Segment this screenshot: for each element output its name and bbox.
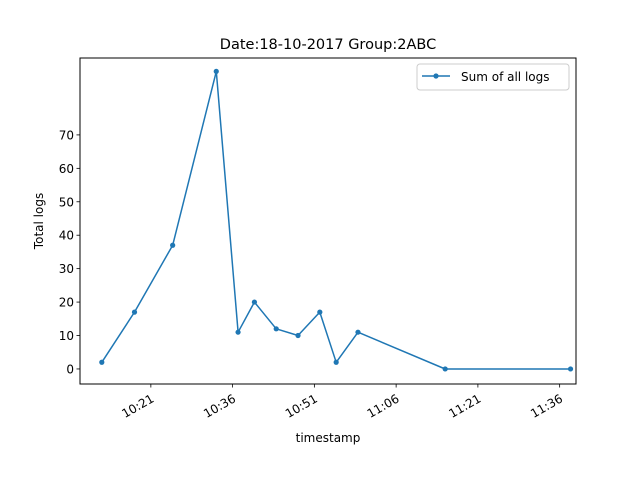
- data-point: [131, 309, 138, 315]
- y-axis-ticks: 0 10 20 30 40 50 60 70: [59, 128, 80, 376]
- x-axis-label: timestamp: [296, 431, 361, 445]
- plot-area: [80, 58, 576, 384]
- data-point: [355, 329, 361, 335]
- legend: Sum of all logs: [416, 63, 570, 91]
- series-layer: [99, 68, 574, 372]
- data-point: [213, 68, 219, 74]
- y-tick-label: 70: [59, 128, 74, 142]
- y-tick-label: 30: [59, 262, 74, 276]
- chart-title: Date:18-10-2017 Group:2ABC: [220, 37, 436, 53]
- y-tick-label: 10: [59, 329, 74, 343]
- data-point: [295, 332, 301, 339]
- data-point: [170, 242, 176, 248]
- legend-box: [416, 63, 570, 91]
- data-point: [99, 359, 105, 365]
- data-point: [273, 326, 279, 332]
- y-axis-label: Total logs: [32, 193, 46, 250]
- y-tick-label: 0: [66, 362, 74, 376]
- plot-frame: [79, 57, 577, 385]
- legend-marker: [433, 73, 439, 79]
- data-point: [235, 329, 241, 335]
- y-tick-label: 40: [59, 229, 74, 243]
- legend-label: Sum of all logs: [461, 70, 550, 84]
- y-tick-label: 60: [59, 162, 74, 176]
- y-tick-label: 50: [59, 195, 74, 209]
- data-point: [442, 366, 448, 372]
- data-point: [567, 366, 574, 372]
- data-point: [317, 309, 323, 315]
- data-point: [251, 299, 258, 305]
- y-tick-label: 20: [59, 296, 74, 310]
- data-point: [333, 359, 339, 365]
